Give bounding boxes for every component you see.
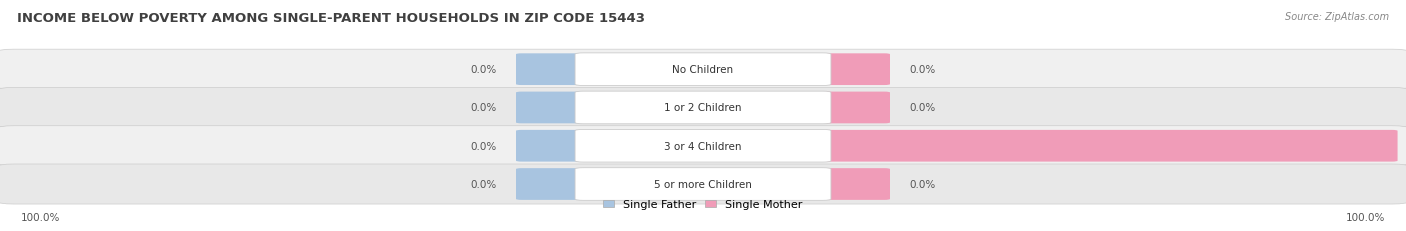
- FancyBboxPatch shape: [823, 130, 1398, 162]
- Text: Source: ZipAtlas.com: Source: ZipAtlas.com: [1285, 12, 1389, 21]
- Text: No Children: No Children: [672, 65, 734, 75]
- Text: 0.0%: 0.0%: [470, 103, 496, 113]
- FancyBboxPatch shape: [575, 130, 831, 162]
- Text: 1 or 2 Children: 1 or 2 Children: [664, 103, 742, 113]
- Text: 5 or more Children: 5 or more Children: [654, 179, 752, 189]
- Text: 0.0%: 0.0%: [470, 65, 496, 75]
- Text: INCOME BELOW POVERTY AMONG SINGLE-PARENT HOUSEHOLDS IN ZIP CODE 15443: INCOME BELOW POVERTY AMONG SINGLE-PARENT…: [17, 12, 645, 24]
- Text: 3 or 4 Children: 3 or 4 Children: [664, 141, 742, 151]
- FancyBboxPatch shape: [823, 92, 890, 124]
- FancyBboxPatch shape: [516, 54, 583, 86]
- FancyBboxPatch shape: [575, 168, 831, 201]
- FancyBboxPatch shape: [823, 54, 890, 86]
- FancyBboxPatch shape: [823, 168, 890, 200]
- FancyBboxPatch shape: [575, 92, 831, 124]
- Legend: Single Father, Single Mother: Single Father, Single Mother: [599, 195, 807, 214]
- FancyBboxPatch shape: [0, 164, 1406, 204]
- Text: 0.0%: 0.0%: [470, 141, 496, 151]
- FancyBboxPatch shape: [516, 168, 583, 200]
- Text: 100.0%: 100.0%: [1346, 212, 1385, 222]
- FancyBboxPatch shape: [0, 50, 1406, 90]
- Text: 0.0%: 0.0%: [910, 103, 936, 113]
- Text: 0.0%: 0.0%: [910, 179, 936, 189]
- FancyBboxPatch shape: [516, 130, 583, 162]
- FancyBboxPatch shape: [516, 92, 583, 124]
- FancyBboxPatch shape: [0, 126, 1406, 166]
- FancyBboxPatch shape: [0, 88, 1406, 128]
- Text: 100.0%: 100.0%: [21, 212, 60, 222]
- FancyBboxPatch shape: [575, 54, 831, 86]
- Text: 0.0%: 0.0%: [470, 179, 496, 189]
- Text: 0.0%: 0.0%: [910, 65, 936, 75]
